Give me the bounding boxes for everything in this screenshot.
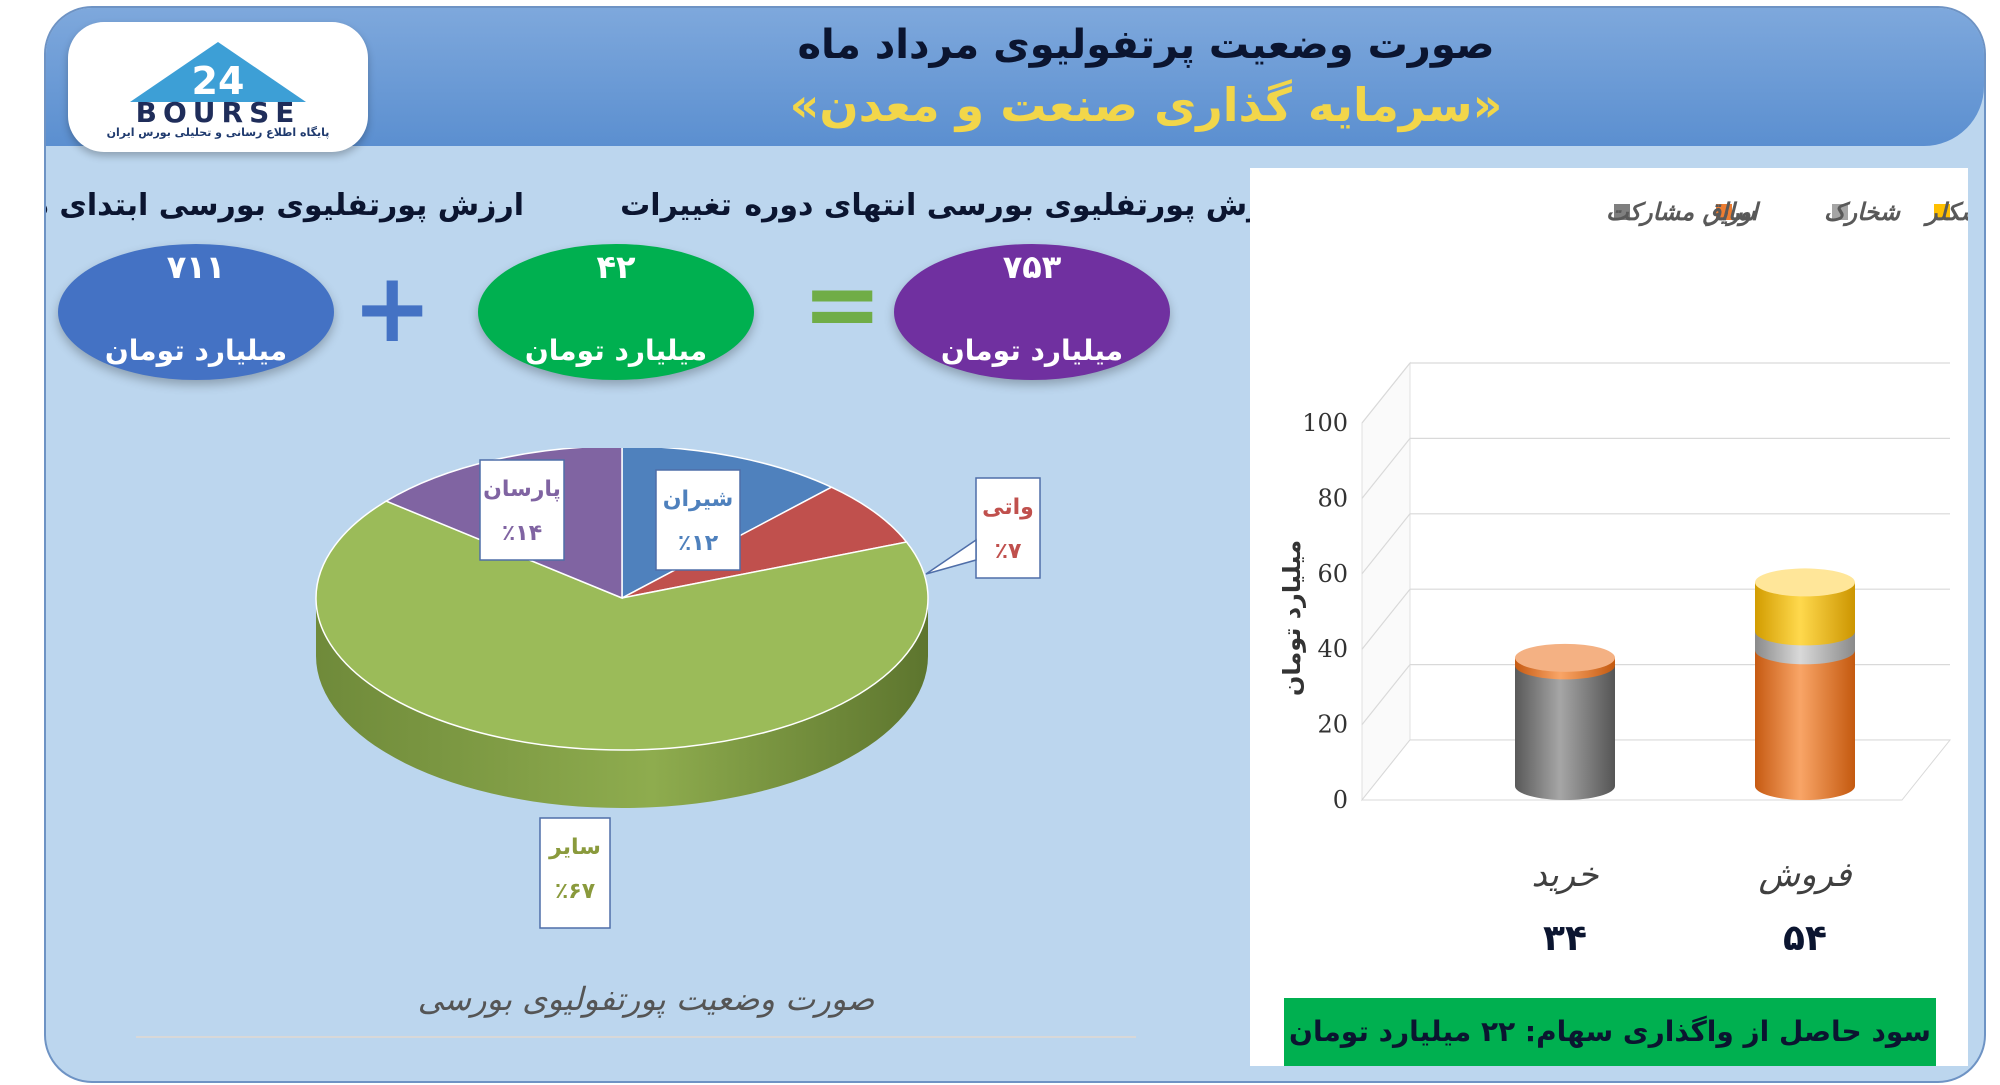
pie-depth bbox=[316, 598, 928, 808]
equals-icon: = bbox=[802, 248, 883, 360]
chart-grid bbox=[1360, 361, 1952, 802]
pie-label-percent: ٪۱۲ bbox=[678, 531, 719, 556]
start-value-label: ارزش پورتفلیوی بورسی ابتدای دوره bbox=[46, 188, 524, 223]
end-value: ۷۵۳ bbox=[1002, 248, 1062, 286]
end-value-unit: میلیارد تومان bbox=[940, 334, 1124, 367]
pie-label-3: سایر ٪۶۷ bbox=[539, 817, 611, 929]
page-title: صورت وضعیت پرتفولیوی مرداد ماه bbox=[797, 22, 1495, 68]
pie-label-name: شیران bbox=[663, 487, 734, 512]
x-tick-label: خرید bbox=[1531, 855, 1599, 895]
pie-label-name: واتی bbox=[982, 495, 1034, 520]
pie-label-4: پارسان ٪۱۴ bbox=[479, 459, 565, 561]
start-value-ellipse: ۷۱۱ میلیارد تومان bbox=[58, 244, 334, 380]
legend-swatch bbox=[1934, 204, 1950, 220]
start-value: ۷۱۱ bbox=[166, 248, 226, 286]
legend-label: شکلر bbox=[1922, 198, 1968, 227]
logo-number: 24 bbox=[192, 59, 245, 103]
profit-summary: سود حاصل از واگذاری سهام: ۲۲ میلیارد توم… bbox=[1284, 998, 1936, 1066]
end-value-ellipse: ۷۵۳ میلیارد تومان bbox=[894, 244, 1170, 380]
divider bbox=[136, 1036, 1136, 1038]
legend-item: شخارک bbox=[1824, 198, 1901, 227]
pie-slice-3 bbox=[315, 500, 929, 751]
pie-label-percent: ٪۶۷ bbox=[555, 879, 596, 904]
logo-wordmark: BOURSE bbox=[136, 96, 301, 126]
dashboard-frame: صورت وضعیت پرتفولیوی مرداد ماه «سرمایه گ… bbox=[44, 6, 1986, 1083]
legend-swatch bbox=[1614, 204, 1630, 220]
start-value-unit: میلیارد تومان bbox=[104, 334, 288, 367]
change-value-ellipse: ۴۲ میلیارد تومان bbox=[478, 244, 754, 380]
header-banner: صورت وضعیت پرتفولیوی مرداد ماه «سرمایه گ… bbox=[46, 8, 1984, 146]
logo-graphic: 24 BOURSE bbox=[130, 42, 306, 129]
x-axis: خرید ۳۴ فروش ۵۴ bbox=[1531, 855, 1852, 959]
plus-icon: + bbox=[352, 252, 433, 364]
change-value: ۴۲ bbox=[596, 248, 636, 286]
change-value-unit: میلیارد تومان bbox=[524, 334, 708, 367]
callout-pointer bbox=[925, 538, 977, 575]
bar-total-label: ۵۴ bbox=[1783, 918, 1827, 959]
y-tick-label: 0 bbox=[1333, 786, 1348, 814]
legend-item: اوراق مشارکت bbox=[1606, 198, 1761, 227]
logo-roof-icon bbox=[130, 42, 306, 102]
pie-label-name: سایر bbox=[548, 835, 601, 860]
y-axis: 0 20 40 60 80 100 bbox=[1302, 409, 1348, 814]
portfolio-pie-chart: شیران ٪۱۲ واتی ٪۷ سایر ٪۶۷ پارسان ٪۱۴ bbox=[315, 448, 1041, 929]
bar-cap-2 bbox=[1755, 568, 1855, 597]
bar-marks bbox=[1515, 568, 1855, 800]
bar-segment-1-1 bbox=[1515, 665, 1615, 800]
legend-label: سایر bbox=[1704, 198, 1756, 227]
logo: 24 BOURSE پایگاه اطلاع رسانی و تحلیلی بو… bbox=[68, 22, 368, 152]
x-tick-label: فروش bbox=[1759, 855, 1853, 895]
y-tick-label: 80 bbox=[1317, 484, 1348, 512]
end-value-label: ارزش پورتفلیوی بورسی انتهای دوره bbox=[744, 188, 1292, 223]
legend-item: سایر bbox=[1704, 198, 1756, 227]
pie-label-1: شیران ٪۱۲ bbox=[655, 469, 741, 571]
y-tick-label: 100 bbox=[1302, 409, 1348, 437]
page-subtitle: «سرمایه گذاری صنعت و معدن» bbox=[789, 78, 1503, 132]
pie-caption: صورت وضعیت پورتفولیوی بورسی bbox=[417, 980, 875, 1018]
legend-label: اوراق مشارکت bbox=[1606, 198, 1761, 227]
bar-segment-2-4 bbox=[1755, 582, 1855, 646]
pie-label-percent: ٪۷ bbox=[995, 539, 1022, 564]
pie-label-2: واتی ٪۷ bbox=[975, 477, 1041, 579]
bar-total-label: ۳۴ bbox=[1543, 918, 1587, 959]
legend-swatch bbox=[1716, 204, 1732, 220]
legend-item: شکلر bbox=[1922, 198, 1981, 227]
pie-label-percent: ٪۱۴ bbox=[502, 521, 542, 546]
y-tick-label: 60 bbox=[1317, 560, 1348, 588]
logo-tagline: پایگاه اطلاع رسانی و تحلیلی بورس ایران bbox=[106, 126, 330, 139]
bar-segment-2-2 bbox=[1755, 650, 1855, 800]
y-axis-label: میلیارد تومان bbox=[1278, 540, 1306, 696]
change-value-label: تغییرات bbox=[620, 188, 732, 223]
pie-label-name: پارسان bbox=[483, 477, 561, 502]
bar-cap-1 bbox=[1515, 643, 1615, 672]
y-tick-label: 40 bbox=[1317, 635, 1348, 663]
y-tick-label: 20 bbox=[1317, 711, 1348, 739]
legend-label: شخارک bbox=[1824, 198, 1901, 227]
legend-swatch bbox=[1832, 204, 1848, 220]
